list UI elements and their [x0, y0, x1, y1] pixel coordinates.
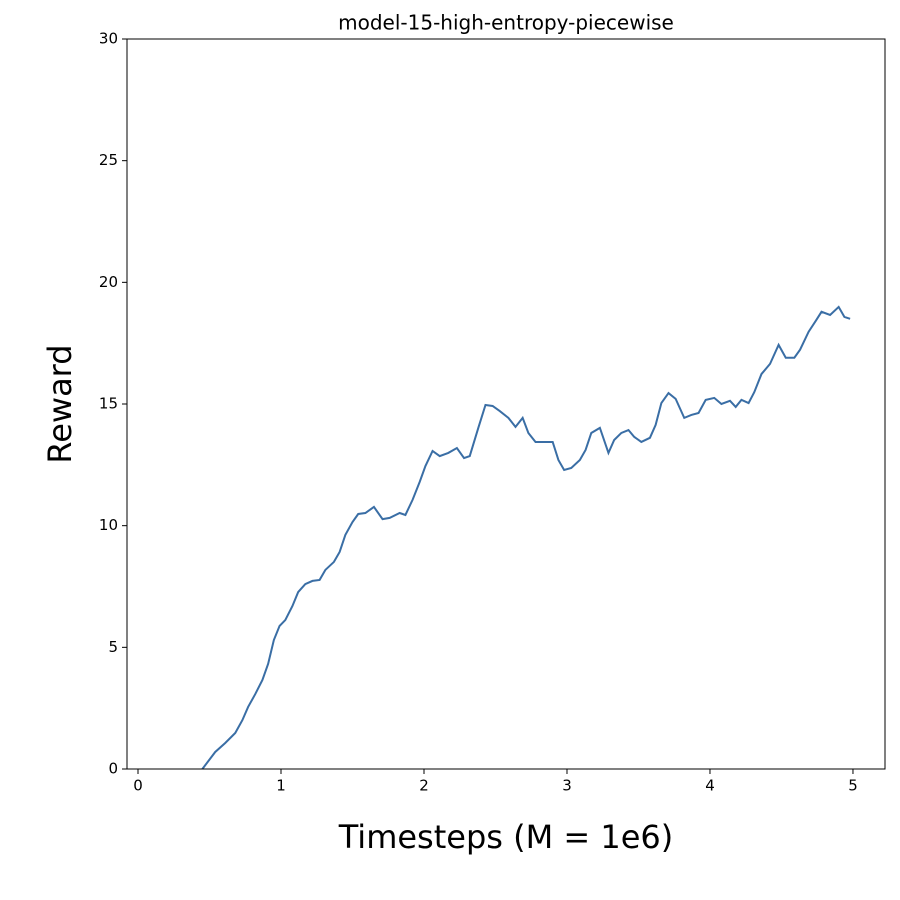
y-tick-label: 0 [108, 760, 118, 778]
y-tick-label: 10 [99, 516, 118, 534]
y-axis-label: Reward [41, 344, 79, 463]
y-tick-label: 5 [108, 638, 118, 656]
plot-frame [126, 38, 886, 770]
line-series [201, 305, 851, 770]
x-tick-label: 4 [705, 777, 715, 795]
y-tick-label: 25 [99, 151, 118, 169]
x-tick-label: 0 [133, 777, 143, 795]
y-tick-label: 15 [99, 395, 118, 413]
chart-title: model-15-high-entropy-piecewise [338, 11, 674, 35]
y-tick-label: 20 [99, 273, 118, 291]
x-tick-label: 2 [419, 777, 429, 795]
x-axis-label: Timesteps (M = 1e6) [338, 818, 674, 856]
x-tick-label: 1 [276, 777, 286, 795]
y-tick-label: 30 [99, 30, 118, 48]
x-tick-label: 3 [562, 777, 572, 795]
x-tick-label: 5 [848, 777, 858, 795]
